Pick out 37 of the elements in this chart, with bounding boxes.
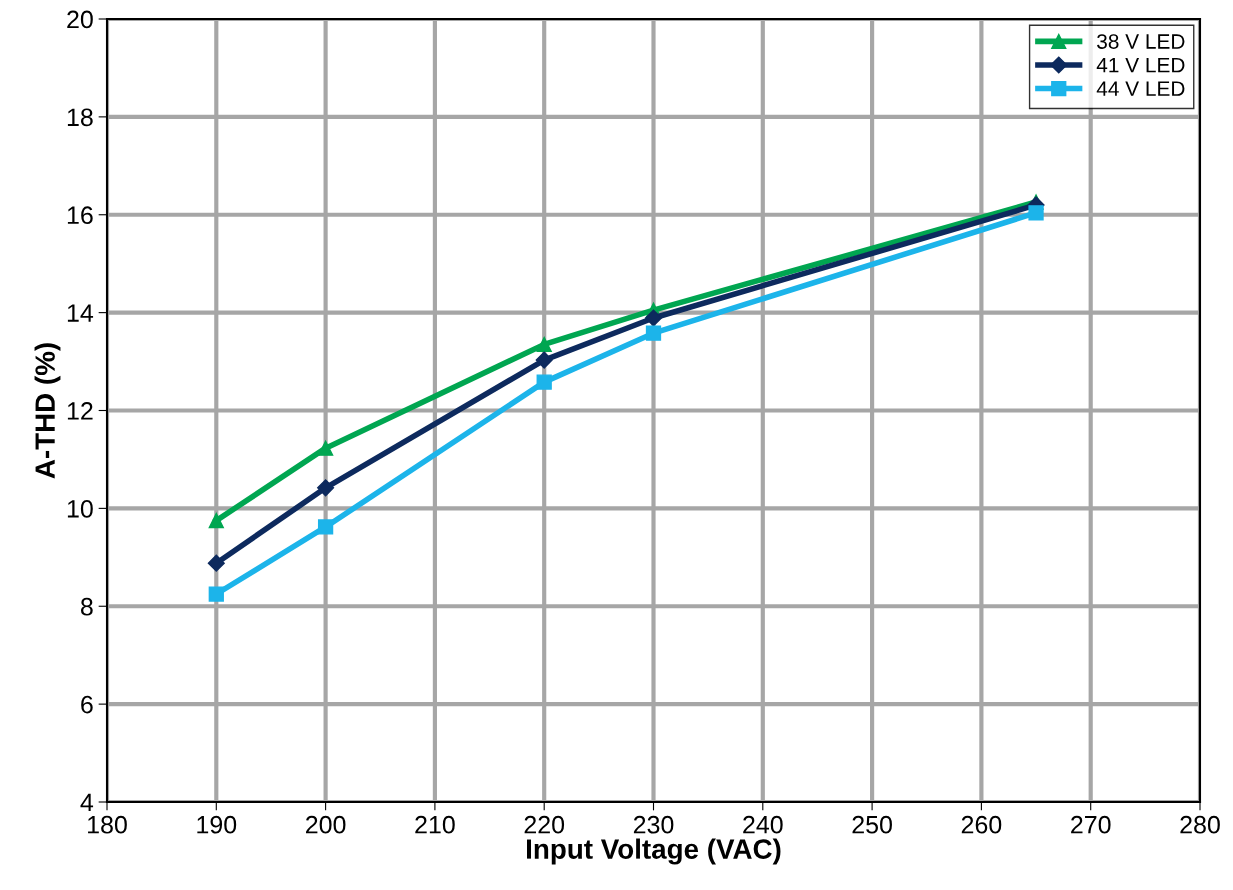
point [536,336,552,353]
x-tick-label: 190 [197,815,237,834]
y-tick-label: 8 [80,597,93,616]
y-axis-title: A-THD (%) [34,343,61,479]
x-tick-label: 200 [306,815,346,834]
point [317,479,335,497]
y-tick-label: 4 [80,793,94,812]
y-tick-label: 16 [67,206,93,225]
point [536,374,552,390]
y-tick-label: 10 [67,499,93,518]
point [644,309,663,327]
point [207,554,225,572]
x-tick-label: 240 [743,815,783,834]
x-axis-title: Input Voltage (VAC) [527,838,781,865]
x-tick-label: 260 [961,815,1002,834]
y-tick-label: 20 [67,10,93,29]
point [317,519,334,535]
y-tick-label: 18 [67,108,93,127]
point [208,512,224,529]
x-tick-label: 230 [633,815,674,834]
legend-label: 41 V LED [1096,57,1185,73]
y-tick-label: 12 [67,402,93,420]
point [208,586,224,602]
y-tick-label: 6 [81,695,93,714]
legend-label: 38 V LED [1097,34,1185,49]
point [317,440,334,456]
x-tick-label: 270 [1071,815,1111,834]
legend-label: 44 V LED [1096,81,1185,96]
x-tick-label: 280 [1180,815,1220,834]
x-tick-label: 210 [415,815,455,834]
point [535,351,553,369]
x-tick-label: 220 [524,815,565,834]
y-tick-label: 14 [67,304,94,322]
x-tick-label: 250 [852,815,892,834]
x-tick-label: 180 [88,815,127,834]
point [1028,205,1044,221]
point [645,325,662,341]
